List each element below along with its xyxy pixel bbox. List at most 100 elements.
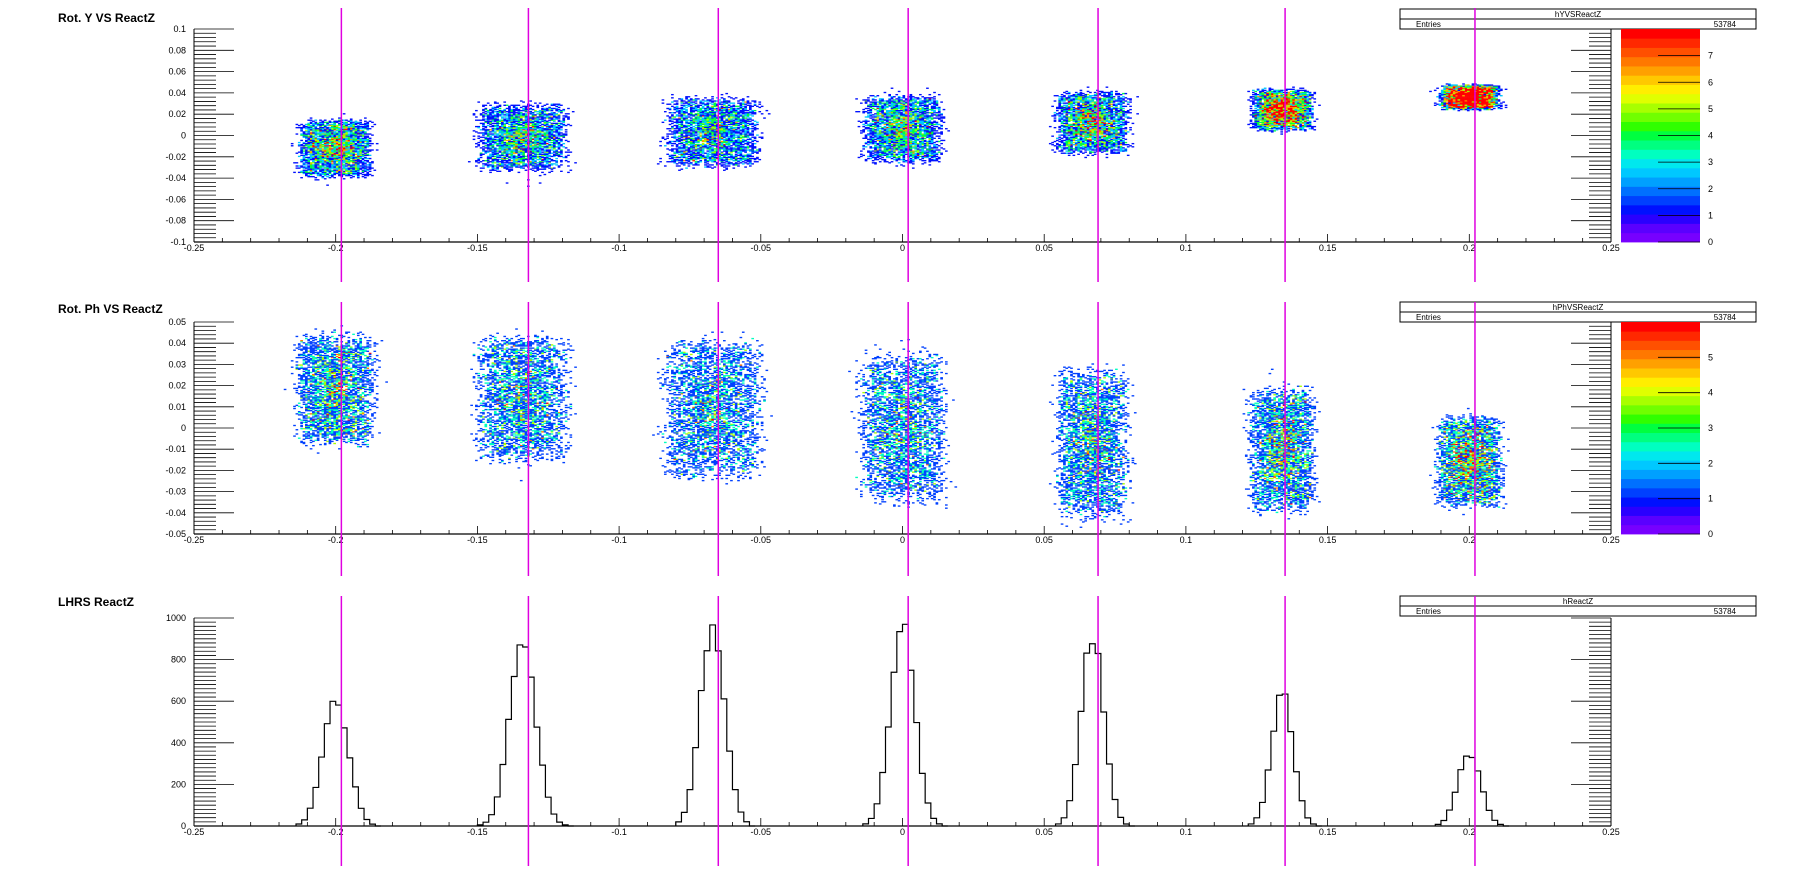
heatmap-cell [548, 131, 551, 133]
heatmap-cell [737, 146, 740, 148]
heatmap-cell [486, 145, 490, 147]
heatmap-cell [720, 123, 724, 126]
heatmap-cell [352, 148, 355, 150]
heatmap-cell [701, 155, 705, 158]
heatmap-cell [701, 145, 705, 147]
heatmap-cell [519, 115, 523, 117]
heatmap-cell [347, 140, 351, 143]
heatmap-cell [711, 114, 714, 116]
heatmap-cell [666, 153, 669, 155]
heatmap-cell [503, 136, 507, 138]
heatmap-cell [524, 145, 528, 147]
heatmap-cell [741, 117, 745, 119]
heatmap-cell [673, 136, 677, 138]
heatmap-cell [522, 146, 525, 148]
heatmap-cell [323, 155, 327, 158]
heatmap-cell [548, 149, 551, 151]
heatmap-cell [746, 158, 750, 161]
heatmap-cell [354, 169, 358, 171]
heatmap-cell [505, 147, 509, 149]
heatmap-cell [356, 146, 360, 148]
heatmap-cell [338, 155, 341, 158]
heatmap-cell [529, 126, 533, 129]
heatmap-cell [704, 120, 707, 122]
heatmap-cell [354, 167, 358, 169]
heatmap-cell [737, 115, 740, 117]
heatmap-cell [321, 124, 325, 127]
heatmap-cell [489, 161, 492, 163]
heatmap-cell [756, 152, 759, 154]
heatmap-cell [356, 163, 360, 165]
heatmap-cell [364, 138, 367, 141]
heatmap-cell [529, 158, 533, 161]
heatmap-cell [543, 116, 547, 118]
heatmap-cell [685, 167, 688, 169]
heatmap-cell [555, 128, 558, 130]
heatmap-cell [552, 126, 556, 129]
heatmap-cell [300, 177, 303, 179]
heatmap-cell [723, 107, 726, 110]
heatmap-cell [548, 132, 551, 134]
heatmap-cell [312, 158, 315, 161]
heatmap-cell [515, 108, 518, 111]
heatmap-cell [689, 147, 693, 149]
heatmap-cell [720, 152, 724, 154]
heatmap-cell [739, 146, 743, 148]
heatmap-cell [349, 135, 353, 137]
heatmap-cell [548, 106, 551, 109]
heatmap-cell [675, 121, 679, 124]
heatmap-cell [314, 129, 318, 131]
heatmap-cell [359, 122, 362, 125]
heatmap-cell [534, 144, 537, 146]
heatmap-cell [548, 137, 551, 139]
heatmap-cell [548, 135, 551, 137]
heatmap-cell [366, 153, 370, 155]
heatmap-cell [706, 145, 710, 147]
heatmap-cell [701, 117, 705, 119]
heatmap-cell [486, 118, 490, 120]
heatmap-cell [503, 112, 507, 114]
heatmap-cell [682, 125, 686, 128]
heatmap-cell [347, 168, 351, 170]
heatmap-cell [909, 99, 913, 101]
heatmap-cell [552, 154, 556, 157]
heatmap-cell [666, 161, 669, 163]
heatmap-cell [557, 165, 561, 167]
heatmap-cell [694, 122, 698, 125]
heatmap-cell [361, 151, 365, 153]
heatmap-cell [529, 107, 533, 110]
heatmap-cell [512, 129, 516, 131]
heatmap-cell [723, 140, 726, 143]
heatmap-cell [309, 163, 313, 165]
heatmap-cell [335, 156, 339, 159]
heatmap-cell [335, 160, 339, 162]
heatmap-cell [345, 162, 348, 164]
heatmap-cell [333, 149, 336, 151]
heatmap-cell [486, 119, 490, 121]
heatmap-cell [505, 157, 509, 160]
heatmap-cell [349, 123, 353, 126]
heatmap-cell [524, 117, 528, 119]
heatmap-cell [548, 144, 551, 146]
heatmap-cell [515, 129, 518, 131]
heatmap-cell [548, 162, 551, 164]
heatmap-cell [364, 142, 367, 145]
heatmap-cell [699, 102, 703, 104]
heatmap-cell [496, 148, 499, 150]
heatmap-cell [562, 121, 566, 124]
heatmap-cell [364, 160, 367, 162]
heatmap-cell [550, 152, 554, 154]
heatmap-cell [323, 149, 327, 151]
heatmap-cell [305, 150, 308, 152]
heatmap-cell [708, 99, 712, 101]
heatmap-cell [727, 149, 731, 151]
heatmap-cell [519, 149, 523, 151]
heatmap-cell [746, 128, 750, 130]
heatmap-cell [666, 141, 669, 144]
heatmap-cell [345, 121, 348, 124]
heatmap-cell [734, 117, 738, 119]
heatmap-cell [515, 142, 518, 145]
heatmap-cell [323, 124, 327, 127]
heatmap-cell [522, 137, 525, 139]
heatmap-cell [538, 130, 542, 132]
